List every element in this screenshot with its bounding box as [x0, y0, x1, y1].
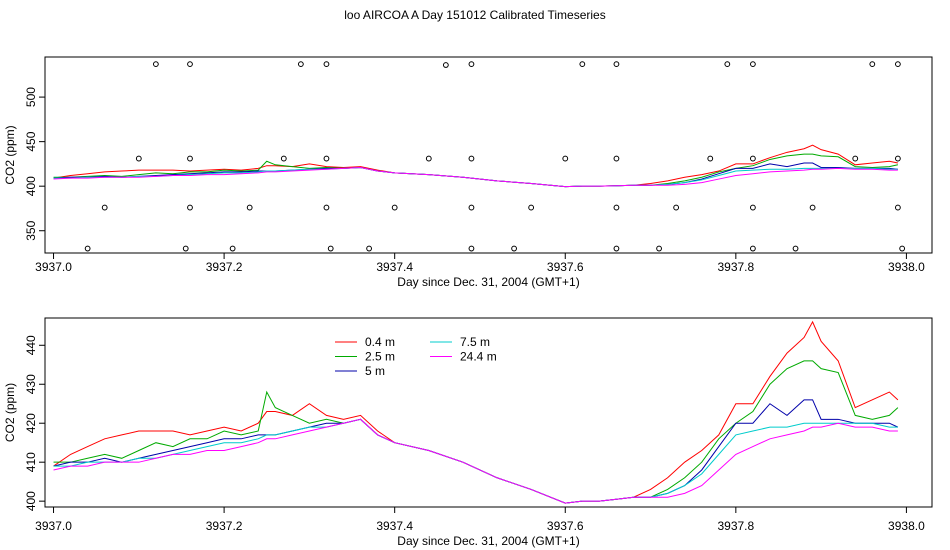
scatter-point [84, 245, 91, 252]
scatter-point [613, 204, 620, 211]
x-tick-label: 3937.8 [717, 519, 754, 533]
y-tick-label: 440 [24, 335, 38, 355]
scatter-point [613, 155, 620, 162]
scatter-point [187, 61, 193, 68]
y-tick-label: 430 [24, 374, 38, 394]
x-tick-label: 3937.6 [547, 519, 584, 533]
y-axis-label: CO2 (ppm) [3, 125, 17, 184]
scatter-point [468, 204, 475, 211]
scatter-point [894, 155, 901, 162]
scatter-point [724, 61, 731, 68]
scatter-point [327, 245, 334, 252]
x-tick-label: 3937.0 [35, 260, 72, 274]
scatter-point [613, 245, 620, 252]
scatter-point [246, 204, 253, 211]
scatter-point [152, 61, 159, 68]
plot-frame-1 [44, 56, 933, 254]
scatter-point [323, 61, 330, 68]
scatter-point [229, 245, 236, 252]
series-line-24-4m [53, 418, 898, 504]
x-tick-label: 3938.0 [888, 519, 925, 533]
scatter-point [749, 61, 756, 68]
scatter-point [749, 245, 756, 252]
x-tick-label: 3937.2 [206, 260, 243, 274]
scatter-point [442, 62, 449, 68]
scatter-point [323, 204, 330, 211]
scatter-point [135, 155, 142, 162]
chart-title: loo AIRCOA A Day 151012 Calibrated Times… [344, 8, 606, 22]
scatter-point [899, 245, 906, 252]
scatter-point [280, 155, 287, 162]
scatter-point [673, 204, 680, 211]
scatter-point [101, 204, 108, 211]
plot-frame-2 [44, 317, 933, 508]
scatter-point [809, 204, 816, 211]
scatter-point [852, 155, 859, 162]
y-tick-label: 400 [24, 491, 38, 511]
scatter-point [562, 155, 569, 162]
scatter-point [579, 61, 586, 68]
x-tick-label: 3937.6 [547, 260, 584, 274]
y-axis-label: CO2 (ppm) [3, 383, 17, 442]
scatter-point [323, 155, 330, 162]
x-tick-label: 3937.8 [717, 260, 754, 274]
scatter-point [869, 61, 876, 68]
scatter-point [894, 61, 901, 68]
x-tick-label: 3937.4 [376, 519, 413, 533]
series-line-5m [53, 399, 899, 504]
scatter-point [425, 155, 432, 162]
scatter-point [468, 245, 475, 252]
legend-label: 5 m [365, 364, 385, 378]
y-tick-label: 410 [24, 452, 38, 472]
x-tick-label: 3937.0 [35, 519, 72, 533]
scatter-point [528, 204, 535, 211]
scatter-point [749, 204, 756, 211]
scatter-point [511, 245, 517, 252]
series-line-7-5m [53, 418, 898, 504]
scatter-point [613, 61, 620, 68]
x-axis-label: Day since Dec. 31, 2004 (GMT+1) [397, 534, 579, 548]
legend-label: 2.5 m [365, 350, 395, 364]
scatter-point [182, 245, 189, 252]
scatter-point [656, 245, 662, 252]
series-line-2-5m [53, 360, 899, 504]
x-tick-label: 3938.0 [888, 260, 925, 274]
x-tick-label: 3937.2 [206, 519, 243, 533]
scatter-point [187, 204, 193, 211]
scatter-point [366, 245, 372, 252]
legend-label: 0.4 m [365, 335, 395, 349]
scatter-point [297, 61, 304, 68]
series-line-24-4m [53, 166, 898, 188]
scatter-point [792, 245, 799, 252]
y-tick-label: 500 [24, 87, 38, 107]
scatter-point [894, 204, 901, 211]
legend-label: 7.5 m [460, 335, 490, 349]
scatter-point [187, 155, 193, 162]
scatter-point [707, 155, 714, 162]
scatter-point [468, 61, 475, 68]
y-tick-label: 350 [24, 220, 38, 240]
scatter-point [391, 204, 398, 211]
scatter-point [749, 155, 756, 162]
legend-label: 24.4 m [460, 350, 497, 364]
series-line-0-4m [53, 144, 898, 188]
y-tick-label: 400 [24, 176, 38, 196]
scatter-point [468, 155, 475, 162]
y-tick-label: 420 [24, 413, 38, 433]
x-axis-label: Day since Dec. 31, 2004 (GMT+1) [397, 275, 579, 289]
x-tick-label: 3937.4 [376, 260, 413, 274]
y-tick-label: 450 [24, 131, 38, 151]
